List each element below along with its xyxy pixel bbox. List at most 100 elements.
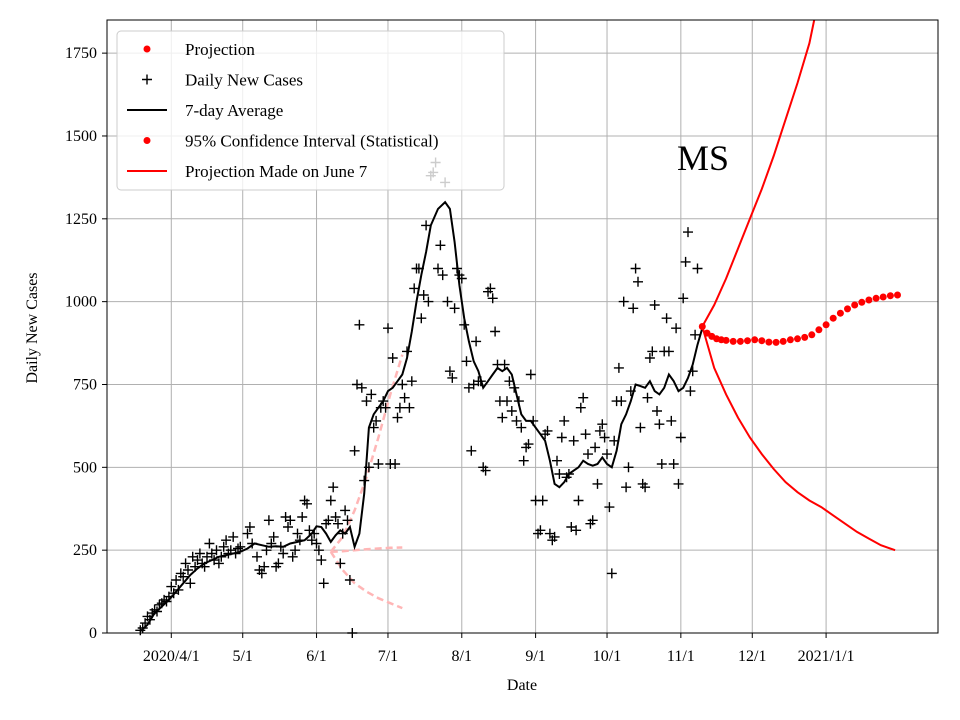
- daily-case-marker: [221, 535, 232, 546]
- daily-case-marker: [578, 392, 589, 403]
- daily-case-marker: [685, 386, 696, 397]
- daily-case-marker: [263, 515, 274, 526]
- daily-case-marker: [683, 227, 693, 238]
- daily-case-marker: [333, 518, 343, 529]
- daily-case-marker: [575, 402, 586, 413]
- daily-case-marker: [418, 290, 429, 300]
- projection-dot: [872, 294, 880, 302]
- seven-day-average-line: [139, 200, 704, 633]
- daily-case-marker: [480, 465, 491, 476]
- daily-case-marker: [211, 545, 222, 556]
- legend-plus-icon: [142, 74, 152, 85]
- daily-case-marker: [673, 478, 684, 489]
- daily-case-marker: [602, 449, 612, 460]
- legend: Projection Daily New Cases 7-day Average 95…: [116, 30, 505, 191]
- daily-case-marker: [628, 303, 639, 314]
- projection-dot: [794, 335, 801, 343]
- daily-case-marker: [511, 415, 522, 426]
- daily-case-marker: [399, 392, 410, 403]
- legend-label: 95% Confidence Interval (Statistical): [185, 132, 439, 151]
- projection-dots: [698, 291, 901, 346]
- daily-case-marker: [185, 578, 196, 589]
- daily-case-marker: [568, 435, 579, 446]
- daily-case-marker: [356, 382, 367, 393]
- daily-case-marker: [344, 575, 355, 585]
- daily-case-marker: [392, 412, 403, 423]
- daily-case-marker: [640, 482, 651, 493]
- y-tick-label: 500: [73, 459, 97, 476]
- y-tick-label: 1500: [65, 128, 97, 145]
- daily-case-marker: [368, 422, 379, 433]
- legend-item: 95% Confidence Interval (Statistical): [143, 132, 439, 151]
- daily-case-marker: [278, 548, 289, 559]
- daily-case-marker: [342, 515, 353, 526]
- daily-case-marker: [290, 545, 301, 556]
- daily-case-marker: [449, 303, 460, 314]
- x-tick-label: 2020/4/1: [143, 648, 200, 665]
- daily-case-marker: [285, 515, 296, 526]
- projection-dot: [736, 337, 744, 345]
- daily-case-marker: [487, 293, 498, 304]
- x-tick-label: 12/1: [738, 648, 766, 665]
- daily-case-marker: [244, 522, 255, 532]
- daily-case-marker: [635, 422, 646, 433]
- projection-dot: [836, 309, 844, 317]
- projection-dot: [865, 296, 873, 304]
- y-tick-label: 1000: [65, 294, 97, 311]
- daily-case-marker: [523, 439, 534, 450]
- legend-dot-icon: [143, 137, 151, 144]
- daily-case-marker: [471, 336, 482, 347]
- daily-case-marker: [235, 541, 246, 552]
- daily-case-marker: [668, 459, 679, 469]
- daily-case-marker: [366, 389, 377, 400]
- projection-dot: [801, 333, 809, 341]
- projection-dot: [779, 337, 787, 345]
- daily-case-marker: [387, 353, 398, 363]
- daily-case-marker: [409, 283, 420, 294]
- daily-case-marker: [383, 323, 393, 334]
- projection-dot: [858, 298, 866, 306]
- daily-case-marker: [649, 300, 660, 310]
- daily-case-marker: [675, 432, 686, 443]
- x-axis-label: Date: [507, 677, 537, 694]
- daily-case-marker: [297, 512, 308, 522]
- daily-case-marker: [559, 415, 570, 426]
- daily-case-marker: [390, 459, 401, 469]
- daily-case-marker: [590, 442, 601, 453]
- projection-dot: [844, 305, 851, 313]
- daily-case-marker: [573, 495, 584, 506]
- daily-case-marker: [354, 319, 365, 330]
- daily-case-marker: [461, 356, 472, 367]
- daily-case-marker: [663, 346, 674, 357]
- x-axis-ticks: 2020/4/1 5/1 6/1 7/1 8/1 9/1 10/1 11/1 12/1 2021/…: [143, 633, 855, 665]
- daily-case-marker: [340, 505, 351, 516]
- daily-case-marker: [268, 531, 279, 542]
- daily-case-marker: [485, 283, 496, 294]
- daily-case-marker: [618, 296, 629, 307]
- daily-case-marker: [194, 548, 205, 559]
- daily-case-marker: [556, 432, 567, 443]
- daily-case-marker: [594, 425, 605, 436]
- daily-case-marker: [535, 525, 546, 536]
- daily-case-marker: [621, 482, 632, 493]
- projection-dot: [765, 338, 773, 346]
- daily-case-marker: [292, 528, 303, 539]
- plot-frame: [106, 19, 939, 634]
- daily-case-marker: [587, 515, 598, 526]
- daily-case-marker: [283, 522, 293, 532]
- legend-item: Projection Made on June 7: [127, 162, 368, 181]
- legend-label: Daily New Cases: [185, 71, 303, 90]
- y-tick-label: 750: [73, 376, 97, 393]
- y-tick-label: 1250: [65, 211, 97, 228]
- projection-dot: [815, 326, 823, 334]
- daily-case-marker: [554, 469, 565, 479]
- projection-dot: [786, 336, 794, 344]
- projection-dot: [698, 323, 706, 330]
- daily-case-marker: [571, 525, 582, 536]
- daily-case-marker: [273, 558, 284, 569]
- x-tick-label: 5/1: [232, 648, 252, 665]
- x-tick-label: 6/1: [306, 648, 326, 665]
- daily-case-marker: [302, 498, 312, 509]
- daily-case-marker: [397, 379, 408, 390]
- daily-case-marker: [542, 425, 553, 436]
